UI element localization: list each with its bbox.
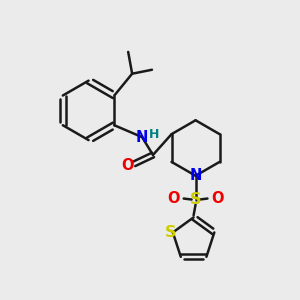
Text: S: S	[190, 192, 201, 207]
Text: O: O	[167, 191, 180, 206]
Text: O: O	[121, 158, 134, 173]
Text: H: H	[149, 128, 159, 141]
Text: S: S	[165, 225, 177, 240]
Text: N: N	[136, 130, 148, 145]
Text: O: O	[211, 191, 224, 206]
Text: N: N	[189, 168, 202, 183]
